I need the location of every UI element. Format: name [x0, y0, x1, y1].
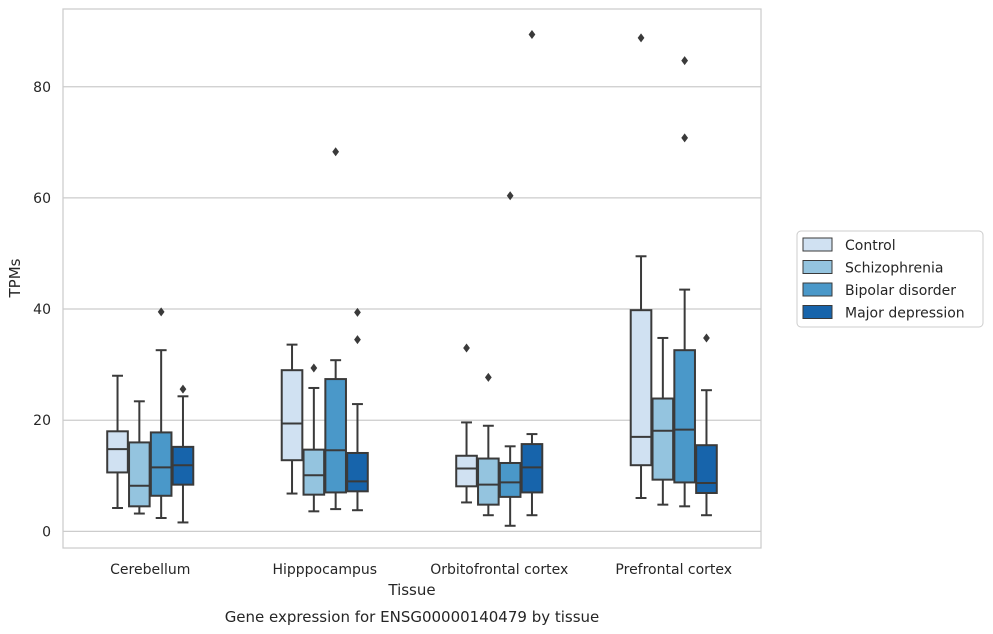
outlier-point [506, 191, 514, 201]
box-bipolar-disorder [673, 56, 696, 508]
legend-frame [796, 230, 984, 328]
box-iqr [106, 430, 129, 474]
box-iqr [498, 461, 522, 498]
box-iqr [128, 441, 151, 508]
outlier-point [463, 343, 470, 353]
legend-label: Schizophrenia [845, 261, 943, 277]
box-major-depression [695, 333, 718, 517]
x-tick-label: Cerebellum [110, 562, 190, 578]
legend-label: Control [845, 238, 896, 254]
y-tick-label: 40 [33, 302, 51, 318]
x-tick-label: Orbitofrontal cortex [430, 562, 568, 578]
y-tick-label: 80 [33, 80, 51, 96]
box-schizophrenia [302, 363, 326, 513]
legend-swatch [802, 305, 833, 319]
y-tick-label: 60 [33, 191, 51, 207]
box-iqr [149, 431, 173, 497]
outlier-point [484, 372, 492, 382]
x-tick-label: Hipppocampus [272, 562, 377, 578]
box-iqr [280, 369, 304, 462]
box-iqr [455, 454, 478, 488]
box-control [106, 374, 129, 509]
x-axis-label: Tissue [387, 581, 435, 599]
legend-swatch [802, 237, 833, 252]
y-axis-label: TPMs [6, 258, 24, 298]
outlier-point [681, 56, 689, 66]
legend: Control Schizophrenia Bipolar disorder Majo… [796, 230, 984, 328]
y-tick-label: 0 [42, 524, 51, 540]
box-major-depression [171, 384, 195, 524]
box-iqr [629, 309, 653, 467]
box-iqr [477, 457, 500, 506]
legend-label: Bipolar disorder [845, 283, 956, 299]
box-control [280, 343, 304, 495]
box-major-depression [346, 307, 369, 512]
legend-swatch [802, 282, 833, 297]
chart-title: Gene expression for ENSG00000140479 by t… [225, 608, 600, 626]
outlier-point [528, 30, 536, 40]
outlier-point [637, 33, 645, 43]
box-iqr [695, 444, 718, 494]
box-control [455, 343, 478, 504]
box-schizophrenia [477, 372, 500, 517]
box-schizophrenia [128, 400, 151, 515]
outlier-point [703, 333, 710, 343]
box-iqr [346, 451, 369, 493]
box-groups [106, 30, 718, 527]
legend-label: Major depression [845, 306, 965, 322]
outlier-point [332, 147, 340, 157]
outlier-point [157, 307, 165, 317]
box-iqr [673, 349, 696, 484]
box-major-depression [520, 30, 544, 517]
box-bipolar-disorder [324, 147, 347, 511]
box-iqr [302, 448, 326, 496]
legend-swatch [802, 260, 833, 274]
outlier-point [354, 307, 361, 317]
box-bipolar-disorder [498, 191, 522, 527]
box-control [629, 33, 653, 499]
outlier-point [681, 133, 689, 143]
outlier-point [310, 363, 318, 373]
x-tick-label: Prefrontal cortex [615, 562, 732, 578]
y-tick-label: 20 [33, 413, 51, 429]
box-schizophrenia [651, 336, 675, 506]
x-tick-labels: Cerebellum Hipppocampus Orbitofrontal cort… [110, 562, 732, 578]
outlier-point [354, 335, 361, 345]
outlier-point [179, 384, 187, 394]
box-bipolar-disorder [149, 307, 173, 519]
box-iqr [651, 397, 675, 481]
box-iqr [324, 378, 347, 494]
y-tick-labels: 0 20 40 60 80 [33, 80, 51, 541]
